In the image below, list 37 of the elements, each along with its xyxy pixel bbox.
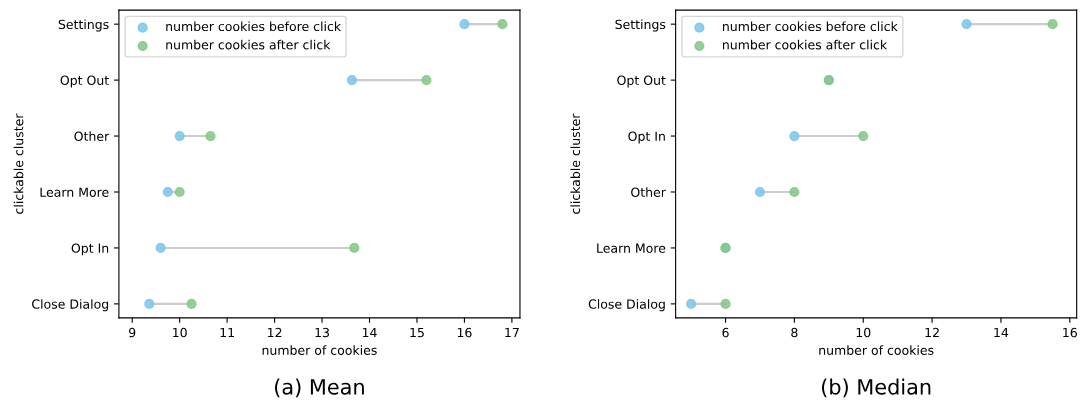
x-tick-label: 16 [457, 327, 472, 338]
y-tick-label: Settings [58, 19, 109, 32]
y-tick-label: Other [631, 187, 666, 197]
x-tick-label: 14 [994, 327, 1009, 338]
x-tick-label: 13 [315, 327, 329, 338]
x-tick-label: 12 [925, 327, 939, 338]
y-tick-label: Learn More [597, 243, 666, 253]
text: (a) Mean [275, 378, 364, 398]
x-tick-label: 12 [268, 327, 282, 338]
y-axis-title: clickable cluster [13, 113, 24, 214]
text: (b) Median [822, 378, 931, 398]
y-tick-label: Close Dialog [32, 299, 109, 312]
x-tick-label: 10 [856, 327, 871, 338]
y-tick-label: Opt In [628, 131, 665, 144]
x-tick-label: 8 [791, 327, 798, 338]
y-tick-label: Opt In [71, 243, 109, 256]
x-tick-label: 10 [173, 327, 187, 338]
legend-label: number cookies after click [723, 39, 888, 50]
y-tick-label: Close Dialog [588, 299, 665, 312]
x-tick-label: 9 [129, 327, 136, 338]
x-tick-label: 17 [505, 327, 519, 338]
y-tick-label: Opt Out [60, 75, 109, 88]
x-tick-label: 6 [722, 327, 729, 338]
y-tick-label: Settings [615, 19, 666, 32]
x-tick-label: 11 [220, 327, 234, 338]
y-axis-title: clickable cluster [570, 113, 581, 214]
x-axis-title: number of cookies [262, 345, 377, 355]
x-tick-label: 16 [1063, 327, 1077, 338]
x-tick-label: 15 [410, 327, 424, 338]
legend-label: number cookies before click [166, 21, 342, 32]
y-tick-label: Other [74, 131, 110, 141]
legend-label: number cookies before click [723, 21, 898, 32]
y-tick-label: Learn More [40, 187, 109, 197]
x-tick-label: 14 [362, 327, 377, 338]
legend-label: number cookies after click [166, 39, 331, 50]
y-tick-label: Opt Out [617, 75, 666, 88]
x-axis-title: number of cookies [819, 345, 934, 355]
